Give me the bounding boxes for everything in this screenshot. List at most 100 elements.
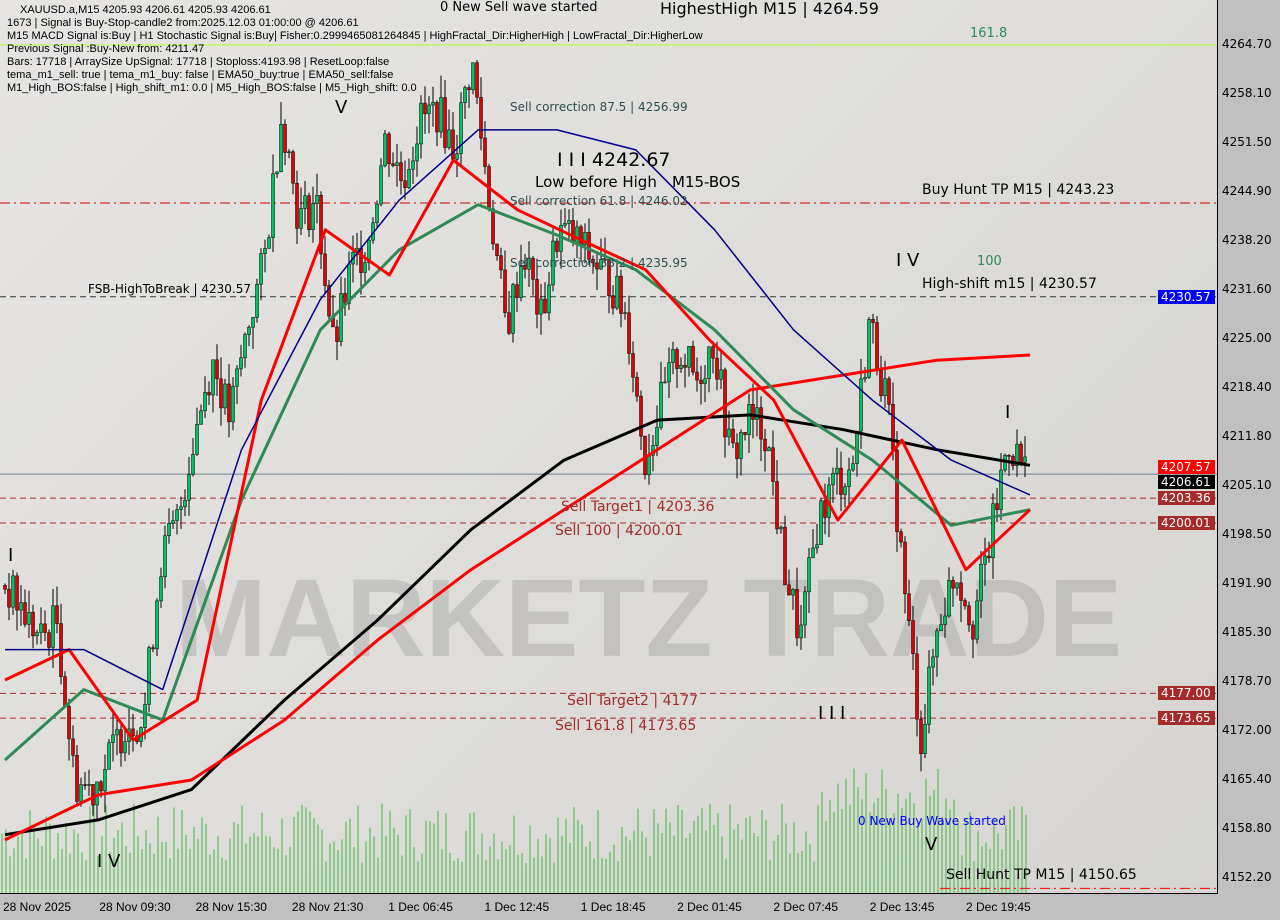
candle-body bbox=[267, 237, 271, 249]
candle-body bbox=[727, 428, 731, 438]
candle-body bbox=[479, 96, 483, 139]
candle-body bbox=[207, 392, 211, 396]
candle-body bbox=[307, 195, 311, 231]
candle-body bbox=[67, 706, 71, 740]
price-chart[interactable]: MARKETZ TRADE XAUUSD.a,M15 4205.93 4206.… bbox=[0, 0, 1218, 894]
candle-body bbox=[15, 575, 19, 611]
candle-body bbox=[107, 742, 111, 770]
candle-body bbox=[491, 208, 495, 245]
candle-body bbox=[715, 357, 719, 380]
price-tick-label: 4231.60 bbox=[1222, 282, 1272, 297]
candle-body bbox=[271, 173, 275, 238]
candle-body bbox=[551, 240, 555, 286]
candle-body bbox=[275, 171, 279, 175]
time-tick-label: 1 Dec 06:45 bbox=[388, 900, 453, 914]
symbol-ohlc: XAUUSD.a,M15 4205.93 4206.61 4205.93 420… bbox=[20, 4, 271, 16]
candle-body bbox=[523, 264, 527, 270]
candle-body bbox=[483, 137, 487, 167]
price-tick-label: 4251.50 bbox=[1222, 134, 1272, 149]
candle-body bbox=[243, 334, 247, 359]
sell-correction-382: Sell correction 38.2 | 4235.95 bbox=[510, 256, 688, 270]
candle-body bbox=[283, 124, 287, 153]
candle-body bbox=[791, 589, 795, 596]
price-tick-label: 4178.70 bbox=[1222, 673, 1272, 688]
candle-body bbox=[667, 362, 671, 383]
candle-body bbox=[519, 264, 523, 298]
candle-body bbox=[619, 275, 623, 314]
candle-body bbox=[503, 269, 507, 313]
candle-body bbox=[671, 349, 675, 363]
price-tick-label: 4211.80 bbox=[1222, 428, 1272, 443]
price-tick-label: 4198.50 bbox=[1222, 527, 1272, 542]
candle-body bbox=[383, 133, 387, 167]
candle-body bbox=[55, 605, 59, 624]
candle-body bbox=[359, 247, 363, 273]
candle-body bbox=[763, 438, 767, 452]
fsb-high-label: FSB-HighToBreak | 4230.57 bbox=[88, 282, 251, 296]
candle-body bbox=[387, 133, 391, 165]
wave-label-5: V bbox=[335, 97, 348, 118]
candle-body bbox=[931, 656, 935, 668]
fib-161-label: 161.8 bbox=[970, 26, 1008, 41]
candle-body bbox=[627, 312, 631, 354]
candle-body bbox=[711, 346, 715, 359]
candle-body bbox=[835, 467, 839, 474]
candle-body bbox=[219, 378, 223, 409]
sell-target2-label: Sell Target2 | 4177 bbox=[567, 693, 699, 709]
candle-body bbox=[767, 447, 771, 452]
wave3-price-label: I I I 4242.67 bbox=[557, 149, 671, 171]
candle-body bbox=[443, 97, 447, 148]
candle-body bbox=[495, 243, 499, 256]
price-tick-label: 4244.90 bbox=[1222, 183, 1272, 198]
candle-body bbox=[683, 364, 687, 368]
candle-body bbox=[859, 378, 863, 432]
candle-body bbox=[555, 240, 559, 252]
candle-body bbox=[759, 407, 763, 440]
fib-100-label: 100 bbox=[977, 254, 1002, 269]
candle-body bbox=[915, 653, 919, 720]
candle-body bbox=[951, 580, 955, 589]
candle-body bbox=[31, 611, 35, 637]
candle-body bbox=[87, 784, 91, 786]
candle-body bbox=[459, 102, 463, 155]
candle-body bbox=[527, 257, 531, 270]
candle-body bbox=[947, 580, 951, 617]
candle-body bbox=[787, 584, 791, 596]
highest-high-label: HighestHigh M15 | 4264.59 bbox=[660, 0, 879, 18]
price-tick-label: 4191.90 bbox=[1222, 576, 1272, 590]
candle-body bbox=[47, 632, 51, 648]
candle-body bbox=[363, 262, 367, 273]
candle-body bbox=[223, 383, 227, 409]
candle-body bbox=[999, 469, 1003, 510]
candle-body bbox=[451, 129, 455, 160]
wave-label-4: I V bbox=[97, 851, 121, 872]
candle-body bbox=[3, 584, 7, 590]
candle-body bbox=[71, 738, 75, 756]
candle-body bbox=[867, 319, 871, 378]
candle-body bbox=[839, 467, 843, 495]
time-tick-label: 1 Dec 12:45 bbox=[484, 900, 550, 914]
candle-body bbox=[811, 547, 815, 558]
new-sell-wave-label: 0 New Sell wave started bbox=[440, 0, 598, 15]
candle-body bbox=[163, 535, 167, 578]
candle-body bbox=[43, 623, 47, 633]
candle-body bbox=[327, 285, 331, 317]
candle-body bbox=[323, 253, 327, 286]
candle-body bbox=[819, 500, 823, 545]
candle-body bbox=[599, 259, 603, 270]
candle-body bbox=[515, 284, 519, 298]
candle-body bbox=[743, 432, 747, 435]
candle-body bbox=[783, 526, 787, 586]
candle-body bbox=[631, 353, 635, 378]
candle-body bbox=[83, 784, 87, 786]
wave-label-3: I I I bbox=[818, 703, 846, 724]
candle-body bbox=[899, 531, 903, 543]
candle-body bbox=[167, 523, 171, 537]
candle-body bbox=[891, 404, 895, 451]
info-line-bars: Bars: 17718 | ArraySize UpSignal: 17718 … bbox=[7, 56, 390, 68]
candle-body bbox=[591, 259, 595, 264]
candle-body bbox=[735, 442, 739, 459]
candle-body bbox=[955, 582, 959, 589]
candle-body bbox=[291, 151, 295, 184]
info-line-macd: M15 MACD Signal is:Buy | H1 Stochastic S… bbox=[7, 30, 703, 42]
